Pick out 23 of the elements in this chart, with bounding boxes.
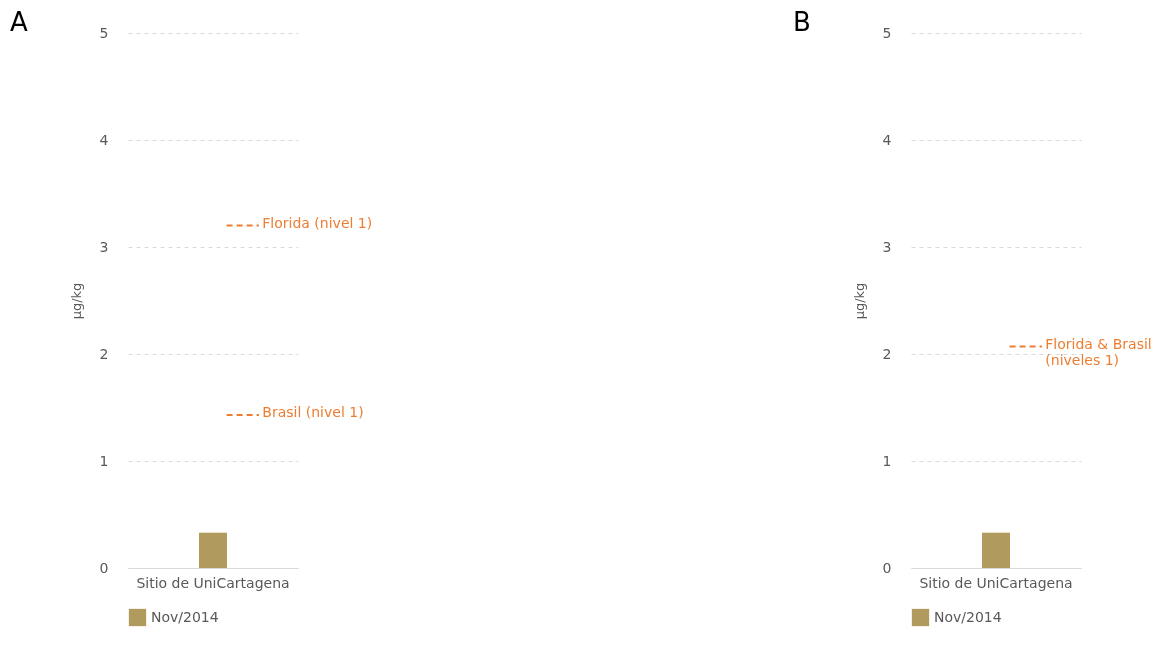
y-axis-title: µg/kg xyxy=(68,282,84,320)
y-tick-label: 1 xyxy=(882,452,892,469)
y-tick-label: 4 xyxy=(882,131,892,148)
y-tick-label: 2 xyxy=(882,345,892,362)
legend-label: Nov/2014 xyxy=(934,608,1002,625)
y-tick-label: 0 xyxy=(882,559,892,576)
chart-title: B xyxy=(793,7,811,37)
y-tick-label: 5 xyxy=(99,24,109,41)
y-tick-label: 1 xyxy=(99,452,109,469)
y-tick-label: 4 xyxy=(99,131,109,148)
y-tick-label: 0 xyxy=(99,559,109,576)
y-tick-label: 5 xyxy=(882,24,892,41)
ref-line-label: Florida & Brasil (niveles 1) xyxy=(1045,335,1152,368)
y-axis-title: µg/kg xyxy=(851,282,867,320)
x-tick-label: Sitio de UniCartagena xyxy=(919,574,1073,591)
chart-title: A xyxy=(10,7,29,37)
y-tick-label: 3 xyxy=(99,238,109,255)
ref-line-label: Brasil (nivel 1) xyxy=(262,403,364,420)
ref-line-label: Florida (nivel 1) xyxy=(262,214,373,231)
legend-label: Nov/2014 xyxy=(151,608,219,625)
y-tick-label: 2 xyxy=(99,345,109,362)
x-tick-label: Sitio de UniCartagena xyxy=(136,574,290,591)
y-tick-label: 3 xyxy=(882,238,892,255)
